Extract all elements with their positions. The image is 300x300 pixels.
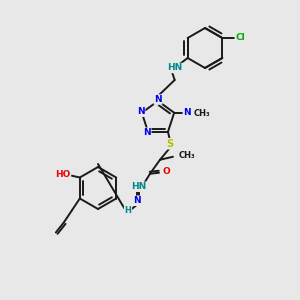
Text: H: H [124, 206, 131, 215]
Text: N: N [183, 108, 191, 117]
Text: N: N [154, 95, 162, 104]
Text: N: N [143, 128, 151, 137]
Text: O: O [162, 167, 170, 176]
Text: N: N [133, 196, 141, 205]
Text: HO: HO [55, 170, 70, 179]
Text: S: S [167, 139, 174, 149]
Text: CH₃: CH₃ [179, 151, 196, 160]
Text: N: N [137, 107, 145, 116]
Text: HN: HN [131, 182, 147, 191]
Text: HN: HN [167, 64, 182, 73]
Text: Cl: Cl [236, 34, 245, 43]
Text: CH₃: CH₃ [193, 109, 210, 118]
